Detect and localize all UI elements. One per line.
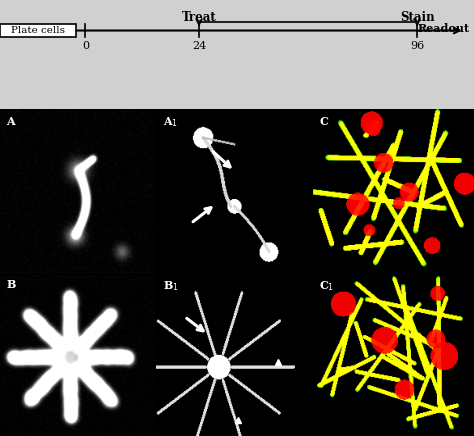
Text: Readout: Readout — [417, 23, 469, 34]
Text: Treat: Treat — [182, 11, 217, 24]
Text: A$_1$: A$_1$ — [163, 116, 178, 129]
Text: C: C — [319, 116, 328, 126]
Text: Plate cells: Plate cells — [11, 26, 65, 35]
Text: 24: 24 — [192, 41, 206, 51]
Text: B: B — [6, 279, 16, 290]
FancyBboxPatch shape — [0, 24, 76, 37]
Text: C$_1$: C$_1$ — [319, 279, 335, 293]
Text: B$_1$: B$_1$ — [163, 279, 178, 293]
Text: 0: 0 — [82, 41, 89, 51]
Text: Stain: Stain — [400, 11, 435, 24]
Text: A: A — [6, 116, 15, 126]
Text: 96: 96 — [410, 41, 424, 51]
